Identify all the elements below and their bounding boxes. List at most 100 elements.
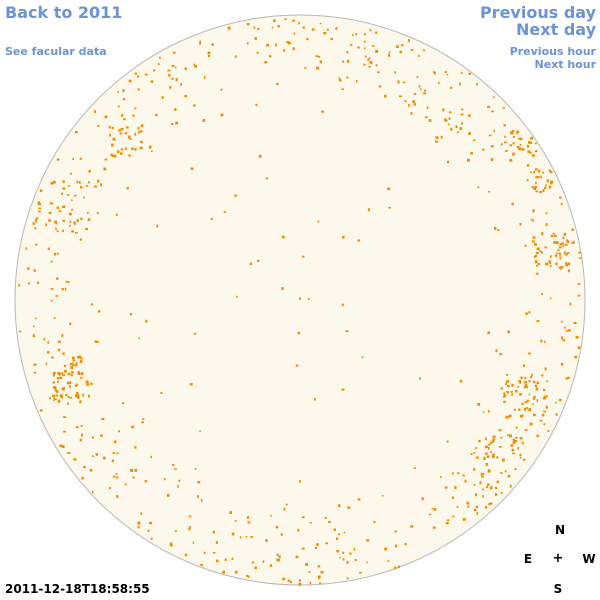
facula-spot	[207, 51, 211, 55]
facula-spot	[69, 396, 72, 399]
facula-spot	[346, 560, 349, 564]
facula-spot	[148, 145, 152, 149]
facula-spot	[536, 381, 539, 384]
facula-spot	[530, 151, 532, 154]
facula-spot	[264, 61, 268, 64]
facula-spot	[545, 262, 549, 266]
facula-spot	[539, 250, 542, 253]
facula-spot	[549, 170, 553, 174]
facula-spot	[487, 470, 491, 473]
facula-spot	[120, 114, 124, 117]
facula-spot	[301, 547, 305, 550]
facula-spot	[473, 468, 476, 471]
facula-spot	[188, 526, 191, 529]
facula-spot	[523, 386, 527, 389]
facula-spot	[447, 123, 450, 126]
facula-spot	[512, 130, 515, 133]
facula-spot	[564, 243, 568, 246]
facula-spot	[28, 282, 30, 285]
next-day-link[interactable]: Next day	[516, 20, 596, 39]
facula-spot	[169, 544, 173, 547]
facula-spot	[215, 541, 218, 544]
facula-spot	[375, 31, 378, 34]
facula-spot	[466, 501, 469, 505]
facula-spot	[56, 389, 59, 393]
facula-spot	[236, 295, 238, 298]
facula-spot	[475, 456, 479, 459]
facula-spot	[132, 114, 135, 117]
facula-spot	[387, 560, 390, 562]
facula-spot	[284, 18, 287, 20]
back-to-year-link[interactable]: Back to 2011	[5, 3, 123, 22]
facula-spot	[342, 558, 345, 561]
facula-spot	[542, 171, 544, 174]
facula-spot	[513, 136, 516, 138]
facula-spot	[45, 223, 48, 227]
facular-data-link[interactable]: See facular data	[5, 45, 107, 58]
facula-spot	[559, 266, 562, 269]
facula-spot	[495, 486, 498, 490]
facula-spot	[363, 63, 366, 66]
facula-spot	[492, 440, 495, 443]
facula-spot	[229, 511, 233, 514]
facula-spot	[290, 580, 292, 584]
facula-spot	[123, 118, 126, 121]
facula-spot	[577, 294, 581, 297]
facula-spot	[532, 380, 536, 384]
facula-spot	[530, 141, 533, 145]
facula-spot	[168, 74, 171, 77]
facula-spot	[477, 403, 481, 406]
facula-spot	[32, 334, 35, 337]
facula-spot	[454, 486, 457, 489]
facula-spot	[492, 438, 496, 441]
previous-day-link[interactable]: Previous day	[479, 3, 596, 22]
facula-spot	[495, 349, 498, 353]
facula-spot	[535, 190, 539, 193]
facula-spot	[100, 183, 102, 187]
facula-spot	[306, 38, 309, 41]
facula-spot	[68, 212, 72, 216]
facula-spot	[199, 430, 201, 433]
facula-spot	[298, 297, 302, 300]
facula-spot	[59, 444, 63, 448]
facula-spot	[501, 143, 503, 146]
facula-spot	[550, 255, 552, 258]
facula-spot	[397, 80, 400, 84]
facula-spot	[56, 206, 60, 210]
next-hour-link[interactable]: Next hour	[534, 58, 597, 71]
facula-spot	[19, 330, 22, 333]
facula-spot	[134, 446, 137, 449]
facula-spot	[203, 551, 206, 554]
facula-spot	[384, 547, 387, 551]
facula-spot	[66, 194, 70, 196]
facula-spot	[559, 252, 561, 255]
facula-spot	[467, 505, 470, 508]
facula-spot	[280, 533, 283, 536]
facula-spot	[359, 571, 362, 574]
facula-spot	[537, 263, 541, 266]
facula-spot	[446, 73, 449, 76]
facula-spot	[254, 566, 257, 570]
facula-spot	[468, 72, 471, 75]
facula-spot	[116, 150, 120, 153]
facula-spot	[295, 364, 299, 367]
facula-spot	[384, 94, 387, 98]
facula-spot	[452, 515, 455, 518]
facula-spot	[417, 55, 420, 57]
facula-spot	[541, 413, 545, 417]
facula-spot	[51, 356, 54, 359]
facula-spot	[473, 508, 477, 512]
facula-spot	[203, 75, 206, 79]
facula-spot	[254, 37, 257, 40]
facula-spot	[127, 135, 131, 139]
facula-spot	[40, 189, 43, 192]
facula-spot	[81, 372, 84, 375]
facula-spot	[491, 110, 494, 113]
facula-spot	[292, 19, 295, 22]
facula-spot	[562, 339, 566, 342]
facula-spot	[444, 70, 447, 73]
facula-spot	[69, 172, 72, 175]
facula-spot	[431, 508, 434, 510]
previous-hour-link[interactable]: Previous hour	[509, 45, 596, 58]
facula-spot	[77, 371, 80, 373]
